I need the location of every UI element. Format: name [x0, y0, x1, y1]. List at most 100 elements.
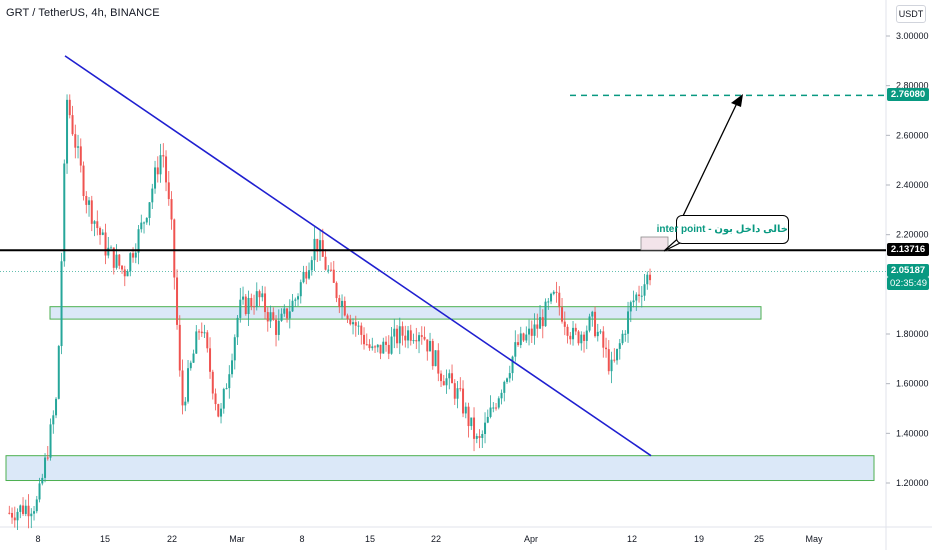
candle-body — [82, 165, 85, 197]
candle-body — [115, 254, 118, 268]
countdown-tag: 02:35:49 — [887, 277, 929, 290]
support-zone-lower[interactable] — [5, 455, 875, 482]
candle-body — [371, 346, 374, 349]
candle-body — [489, 407, 492, 417]
candle-body — [327, 269, 330, 271]
candle-body — [456, 388, 459, 399]
y-tick-label: 1.40000 — [896, 428, 929, 438]
candle-body — [247, 297, 250, 315]
candle-body — [643, 284, 646, 296]
candle-body — [374, 346, 377, 348]
candle-body — [522, 333, 525, 341]
candle-body — [616, 348, 619, 361]
candle-body — [101, 232, 104, 235]
candle-body — [176, 277, 179, 325]
candle-body — [431, 341, 434, 367]
candle-body — [613, 359, 616, 361]
currency-button[interactable]: USDT — [896, 5, 926, 23]
candle-body — [220, 408, 223, 417]
last-price-tag: 2.05187 — [887, 264, 929, 277]
candle-body — [387, 344, 390, 354]
candle-body — [497, 398, 500, 408]
candle-body — [330, 269, 333, 271]
candle-body — [349, 318, 352, 325]
candle-body — [16, 511, 19, 521]
support-zone-upper[interactable] — [49, 306, 762, 320]
candle-body — [462, 388, 465, 414]
candle-body — [85, 196, 88, 205]
candle-body — [607, 349, 610, 372]
candle-body — [569, 335, 572, 340]
candle-body — [415, 340, 418, 342]
candle-body — [393, 328, 396, 337]
candle-body — [217, 404, 220, 417]
candle-body — [503, 381, 506, 393]
candle-body — [79, 146, 82, 166]
candle-body — [429, 341, 432, 352]
candle-body — [118, 254, 121, 266]
candle-body — [517, 342, 520, 346]
candle-body — [44, 457, 47, 478]
candle-body — [239, 299, 242, 318]
candle-body — [38, 483, 41, 500]
candle-body — [629, 302, 632, 312]
candle-body — [591, 311, 594, 317]
candle-body — [555, 291, 558, 293]
candle-body — [266, 312, 269, 322]
candle-body — [533, 324, 536, 336]
candle-body — [354, 322, 357, 326]
candle-body — [305, 271, 308, 279]
candle-body — [464, 406, 467, 414]
candle-body — [154, 167, 157, 189]
candle-body — [536, 324, 539, 329]
annotation-callout[interactable]: خالی داخل بون - inter point — [657, 215, 789, 244]
candle-body — [140, 222, 143, 230]
y-tick-label: 1.20000 — [896, 478, 929, 488]
candle-body — [104, 232, 107, 256]
candle-body — [528, 328, 531, 335]
candle-body — [63, 163, 66, 262]
candle-body — [41, 477, 44, 484]
candle-body — [506, 378, 509, 382]
candle-body — [519, 333, 522, 346]
candle-body — [368, 344, 371, 349]
candle-body — [599, 331, 602, 333]
candle-body — [236, 317, 239, 338]
candle-body — [55, 398, 58, 416]
x-tick-label: 22 — [431, 534, 441, 544]
candle-body — [618, 343, 621, 349]
candle-body — [297, 296, 300, 300]
candle-body — [242, 296, 245, 300]
candle-body — [404, 335, 407, 341]
candle-body — [291, 300, 294, 312]
candle-body — [495, 407, 498, 409]
candle-body — [401, 326, 404, 336]
x-tick-label: Mar — [229, 534, 245, 544]
candle-body — [596, 331, 599, 337]
candle-body — [255, 291, 258, 308]
target-arrowhead-icon — [731, 94, 743, 107]
candle-body — [319, 240, 322, 252]
candle-body — [338, 298, 341, 307]
candle-body — [272, 312, 275, 320]
x-tick-label: 8 — [35, 534, 40, 544]
candle-body — [110, 247, 113, 249]
candle-body — [324, 256, 327, 270]
candle-body — [192, 353, 195, 363]
breakout-box[interactable] — [640, 236, 669, 251]
candle-body — [225, 388, 228, 390]
x-tick-label: 12 — [627, 534, 637, 544]
target-arrow — [682, 100, 739, 217]
candle-body — [123, 269, 126, 277]
candle-body — [8, 512, 11, 514]
descending-trendline[interactable] — [64, 55, 652, 457]
x-tick-label: 15 — [365, 534, 375, 544]
candle-body — [261, 293, 264, 298]
candle-body — [233, 337, 236, 361]
candle-body — [335, 282, 338, 299]
candle-body — [134, 252, 137, 258]
candle-body — [448, 373, 451, 379]
candle-body — [508, 373, 511, 379]
